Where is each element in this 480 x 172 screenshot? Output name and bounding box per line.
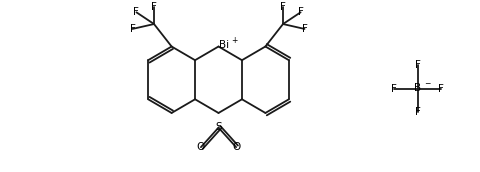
Text: F: F <box>297 7 303 17</box>
Text: F: F <box>414 107 420 117</box>
Text: −: − <box>423 79 429 88</box>
Text: F: F <box>151 2 156 12</box>
Text: F: F <box>133 7 139 17</box>
Text: F: F <box>414 60 420 70</box>
Text: Bi: Bi <box>219 40 229 50</box>
Text: B: B <box>413 83 420 93</box>
Text: F: F <box>391 84 396 94</box>
Text: +: + <box>231 36 237 45</box>
Text: F: F <box>129 24 135 34</box>
Text: O: O <box>231 142 240 152</box>
Text: F: F <box>301 24 307 34</box>
Text: S: S <box>215 122 221 132</box>
Text: F: F <box>437 84 444 94</box>
Text: F: F <box>279 2 285 12</box>
Text: O: O <box>196 142 204 152</box>
